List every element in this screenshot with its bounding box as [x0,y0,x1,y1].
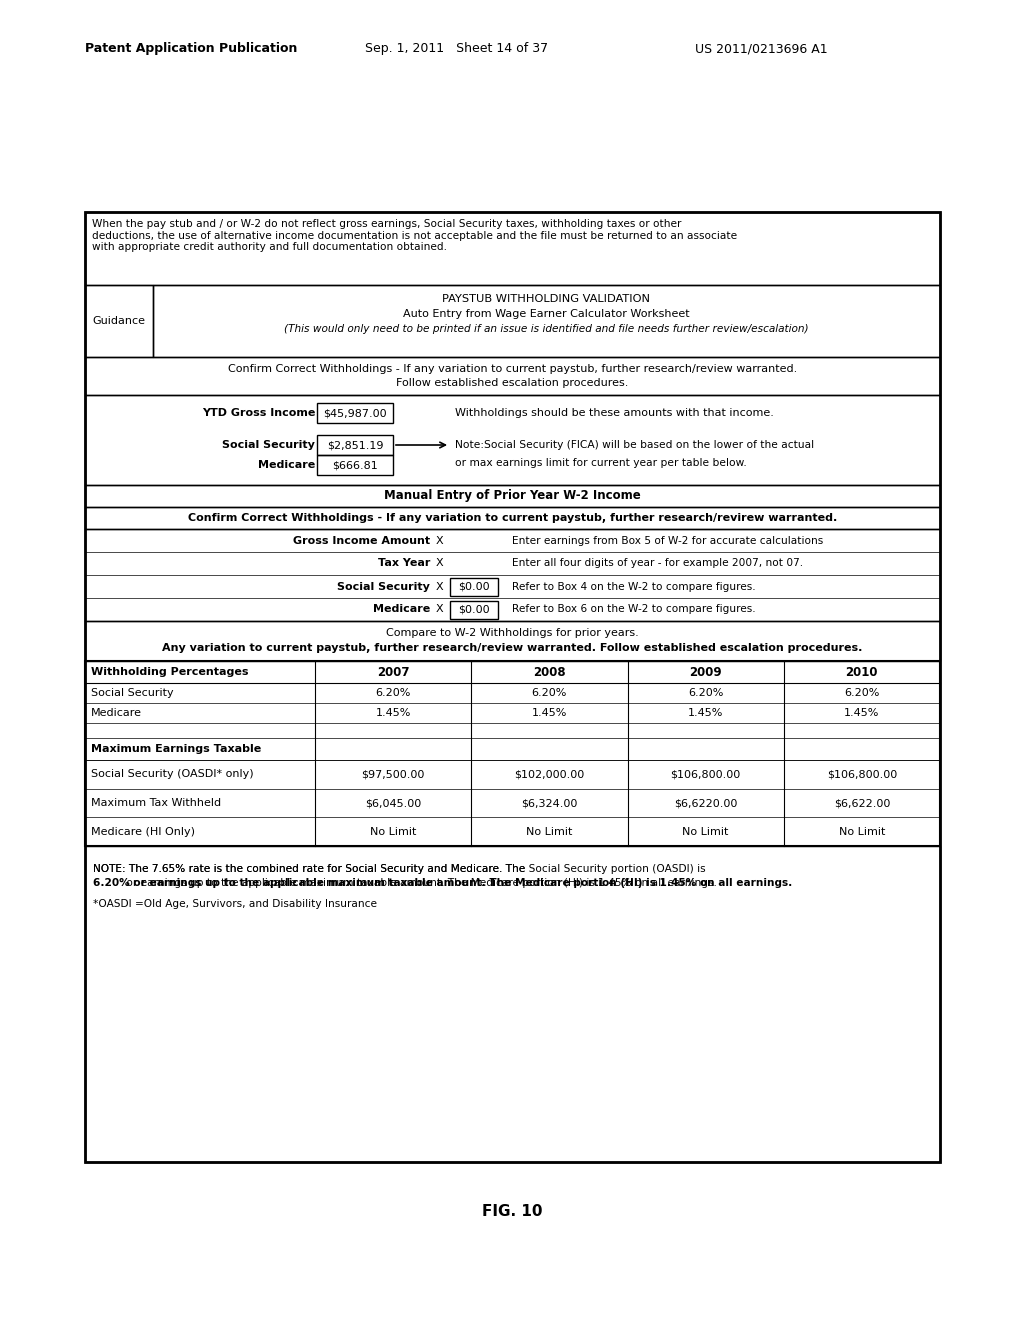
Text: $2,851.19: $2,851.19 [327,440,383,450]
Text: NOTE: The 7.65% rate is the combined rate for Social Security and Medicare. The : NOTE: The 7.65% rate is the combined rat… [93,865,706,874]
Text: NOTE: The 7.65% rate is the combined rate for Social Security and Medicare. The: NOTE: The 7.65% rate is the combined rat… [93,865,528,874]
Text: Confirm Correct Withholdings - If any variation to current paystub, further rese: Confirm Correct Withholdings - If any va… [228,364,797,374]
Text: Tax Year: Tax Year [378,558,430,569]
Text: $6,324.00: $6,324.00 [521,799,578,808]
Text: 1.45%: 1.45% [531,708,567,718]
Text: 1.45%: 1.45% [844,708,880,718]
Text: Sep. 1, 2011   Sheet 14 of 37: Sep. 1, 2011 Sheet 14 of 37 [365,42,548,55]
Text: Withholdings should be these amounts with that income.: Withholdings should be these amounts wit… [455,408,774,418]
Text: Maximum Earnings Taxable: Maximum Earnings Taxable [91,744,261,754]
Text: Social Security: Social Security [222,440,315,450]
Text: Patent Application Publication: Patent Application Publication [85,42,297,55]
Text: Refer to Box 4 on the W-2 to compare figures.: Refer to Box 4 on the W-2 to compare fig… [512,582,756,591]
Text: 6.20%: 6.20% [376,688,411,698]
Bar [85,285,153,356]
Text: Compare to W-2 Withholdings for prior years.: Compare to W-2 Withholdings for prior ye… [386,628,639,638]
Text: FIG. 10: FIG. 10 [481,1204,543,1218]
Text: Gross Income Amount: Gross Income Amount [293,536,430,545]
Text: Note:Social Security (FICA) will be based on the lower of the actual: Note:Social Security (FICA) will be base… [455,440,814,450]
Bar [85,846,940,1162]
Text: $0.00: $0.00 [458,582,489,591]
Bar [85,661,940,846]
Text: 6.20%: 6.20% [531,688,567,698]
Bar [85,507,940,529]
Text: $6,622.00: $6,622.00 [834,799,890,808]
Text: Any variation to current paystub, further research/review warranted. Follow esta: Any variation to current paystub, furthe… [163,643,862,653]
Text: No Limit: No Limit [370,826,417,837]
Text: $102,000.00: $102,000.00 [514,770,585,779]
Text: YTD Gross Income: YTD Gross Income [202,408,315,418]
Text: Medicare (HI Only): Medicare (HI Only) [91,826,195,837]
Bar [85,356,940,395]
Text: or earnings up to the applicable maximum taxable amount. The Medicare portion (H: or earnings up to the applicable maximum… [123,878,717,888]
Bar [85,484,940,507]
Text: X: X [436,558,443,569]
Text: $6,045.00: $6,045.00 [365,799,421,808]
Text: Social Security: Social Security [91,688,174,698]
Text: Maximum Tax Withheld: Maximum Tax Withheld [91,799,221,808]
Text: Medicare: Medicare [373,605,430,615]
Text: $106,800.00: $106,800.00 [826,770,897,779]
Text: 1.45%: 1.45% [688,708,723,718]
Text: X: X [436,536,443,545]
Text: Social Security: Social Security [337,582,430,591]
Text: $6,6220.00: $6,6220.00 [674,799,737,808]
Text: Withholding Percentages: Withholding Percentages [91,667,249,677]
Bar [85,395,940,484]
Text: (This would only need to be printed if an issue is identified and file needs fur: (This would only need to be printed if a… [285,323,809,334]
Text: Medicare: Medicare [258,459,315,470]
Text: US 2011/0213696 A1: US 2011/0213696 A1 [695,42,827,55]
Text: Auto Entry from Wage Earner Calculator Worksheet: Auto Entry from Wage Earner Calculator W… [403,309,690,319]
Bar [153,285,940,356]
Text: $106,800.00: $106,800.00 [671,770,740,779]
Text: 6.20%: 6.20% [688,688,723,698]
Bar [85,529,940,620]
Text: Medicare: Medicare [91,708,142,718]
Text: 2010: 2010 [846,665,879,678]
Text: When the pay stub and / or W-2 do not reflect gross earnings, Social Security ta: When the pay stub and / or W-2 do not re… [92,219,737,252]
Text: X: X [436,605,443,615]
Text: No Limit: No Limit [526,826,572,837]
Text: 6.20%: 6.20% [844,688,880,698]
Text: $666.81: $666.81 [332,459,378,470]
Text: Enter all four digits of year - for example 2007, not 07.: Enter all four digits of year - for exam… [512,558,803,569]
Text: 2008: 2008 [534,665,565,678]
Bar [317,403,393,422]
Text: $97,500.00: $97,500.00 [361,770,425,779]
Text: 1.45%: 1.45% [376,708,411,718]
Text: $0.00: $0.00 [458,605,489,615]
Text: Confirm Correct Withholdings - If any variation to current paystub, further rese: Confirm Correct Withholdings - If any va… [187,513,838,523]
Bar [85,213,940,1162]
Text: Enter earnings from Box 5 of W-2 for accurate calculations: Enter earnings from Box 5 of W-2 for acc… [512,536,823,545]
Text: $45,987.00: $45,987.00 [324,408,387,418]
Text: PAYSTUB WITHHOLDING VALIDATION: PAYSTUB WITHHOLDING VALIDATION [442,294,650,304]
Text: X: X [436,582,443,591]
Text: Follow established escalation procedures.: Follow established escalation procedures… [396,378,629,388]
Text: Guidance: Guidance [92,315,145,326]
Bar [317,436,393,455]
Text: 2007: 2007 [377,665,410,678]
Bar [85,213,940,285]
Text: Social Security (OASDI* only): Social Security (OASDI* only) [91,770,254,779]
Text: No Limit: No Limit [839,826,885,837]
Text: *OASDI =Old Age, Survivors, and Disability Insurance: *OASDI =Old Age, Survivors, and Disabili… [93,899,377,909]
Bar [85,620,940,661]
Text: Manual Entry of Prior Year W-2 Income: Manual Entry of Prior Year W-2 Income [384,490,641,503]
Text: or max earnings limit for current year per table below.: or max earnings limit for current year p… [455,458,746,469]
Text: No Limit: No Limit [682,826,729,837]
Bar [450,601,498,619]
Bar [317,455,393,475]
Text: 6.20% or earnings up to the applicable maximum taxable amount. The Medicare port: 6.20% or earnings up to the applicable m… [93,878,793,888]
Text: Refer to Box 6 on the W-2 to compare figures.: Refer to Box 6 on the W-2 to compare fig… [512,605,756,615]
Bar [450,578,498,595]
Text: 2009: 2009 [689,665,722,678]
